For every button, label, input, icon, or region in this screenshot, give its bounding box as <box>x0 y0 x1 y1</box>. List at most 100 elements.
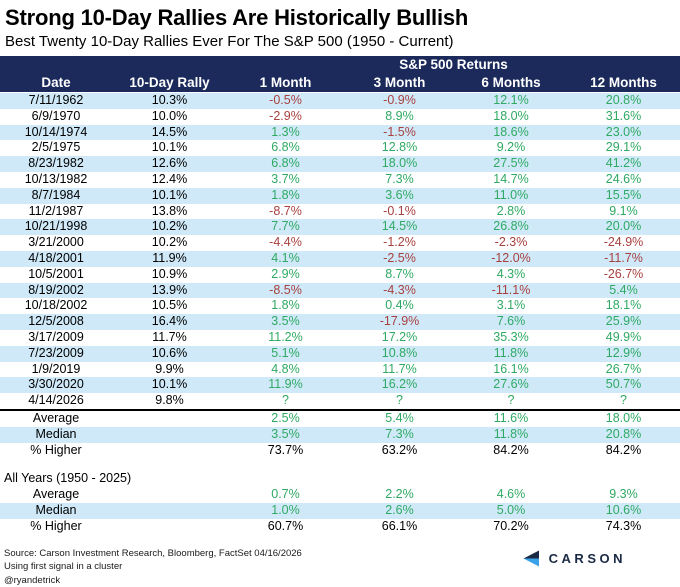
return-1-month-cell: -2.9% <box>269 108 302 123</box>
rally-cell: 13.9% <box>112 282 227 299</box>
footer: Source: Carson Investment Research, Bloo… <box>0 547 680 587</box>
return-1-month-cell: 6.8% <box>271 140 300 155</box>
table-row: 10/18/2002 10.5% 1.8% 0.4% 3.1% 18.1% <box>0 298 680 314</box>
summary-1-month-cell: 0.7% <box>271 487 300 502</box>
rally-cell: 16.4% <box>112 314 227 330</box>
return-3-month-cell: 8.7% <box>385 266 414 281</box>
return-6-months-cell: 11.0% <box>455 187 567 204</box>
return-3-month-cell: -2.5% <box>344 250 455 267</box>
column-header-rally: 10-Day Rally <box>112 73 227 93</box>
return-12-months-cell: ? <box>567 393 680 411</box>
column-header-12-months: 12 Months <box>567 73 680 93</box>
all-years-label: All Years (1950 - 2025) <box>4 471 132 486</box>
spacer-row <box>0 458 680 472</box>
table-row: 3/21/2000 10.2% -4.4% -1.2% -2.3% -24.9% <box>0 235 680 251</box>
summary-label-cell: % Higher <box>30 442 82 457</box>
return-6-months-cell: 16.1% <box>493 361 529 376</box>
table-row: 3/30/2020 10.1% 11.9% 16.2% 27.6% 50.7% <box>0 377 680 394</box>
summary-3-month-cell: 63.2% <box>381 442 418 457</box>
summary-12-months-cell: 10.6% <box>567 502 680 519</box>
return-12-months-cell: -24.9% <box>603 235 644 250</box>
summary-label-cell: Median <box>0 502 112 519</box>
date-cell: 11/2/1987 <box>28 203 84 218</box>
summary-3-month-cell: 7.3% <box>344 426 455 443</box>
summary-12-months-cell: 18.0% <box>605 410 642 425</box>
return-6-months-cell: 27.5% <box>455 156 567 172</box>
return-12-months-cell: 25.9% <box>567 314 680 330</box>
summary-row: % Higher 73.7% 63.2% 84.2% 84.2% <box>0 443 680 459</box>
source-note: Using first signal in a cluster <box>4 561 123 573</box>
rally-cell: 9.9% <box>155 361 184 376</box>
summary-row: Median 3.5% 7.3% 11.8% 20.8% <box>0 426 680 443</box>
return-3-month-cell: 8.9% <box>385 108 414 123</box>
return-1-month-cell: 1.8% <box>271 298 300 313</box>
table-row: 11/2/1987 13.8% -8.7% -0.1% 2.8% 9.1% <box>0 204 680 220</box>
date-cell: 12/5/2008 <box>0 314 112 330</box>
summary-row: Average 0.7% 2.2% 4.6% 9.3% <box>0 487 680 503</box>
page-title: Strong 10-Day Rallies Are Historically B… <box>5 5 469 30</box>
date-cell: 10/18/2002 <box>24 298 88 313</box>
return-6-months-cell: 9.2% <box>496 140 526 155</box>
date-cell: 6/9/1970 <box>31 108 81 123</box>
rally-cell: 10.3% <box>112 92 227 109</box>
summary-row: Median 1.0% 2.6% 5.0% 10.6% <box>0 502 680 519</box>
return-12-months-cell: 18.1% <box>605 298 642 313</box>
return-3-month-cell: 17.2% <box>381 329 418 344</box>
table-row: 8/7/1984 10.1% 1.8% 3.6% 11.0% 15.5% <box>0 187 680 204</box>
table-row: 10/21/1998 10.2% 7.7% 14.5% 26.8% 20.0% <box>0 219 680 236</box>
summary-3-month-cell: 2.2% <box>385 487 414 502</box>
return-12-months-cell: 20.0% <box>567 219 680 236</box>
summary-6-months-cell: 84.2% <box>493 442 529 457</box>
return-1-month-cell: -4.4% <box>269 235 302 250</box>
return-12-months-cell: 12.9% <box>567 345 680 362</box>
rally-cell: 10.1% <box>151 140 188 155</box>
summary-1-month-cell: 60.7% <box>267 518 304 533</box>
return-12-months-cell: -11.7% <box>567 250 680 267</box>
summary-1-month-cell: 2.5% <box>271 410 300 425</box>
summary-12-months-cell: 9.3% <box>609 487 638 502</box>
column-header-3-month: 3 Month <box>344 73 455 93</box>
table-row: 6/9/1970 10.0% -2.9% 8.9% 18.0% 31.6% <box>0 109 680 125</box>
return-3-month-cell: 16.2% <box>344 377 455 394</box>
return-3-month-cell: 14.5% <box>344 219 455 236</box>
return-1-month-cell: 7.7% <box>227 219 344 236</box>
rally-cell: 10.2% <box>112 219 227 236</box>
return-1-month-cell: 3.7% <box>271 171 300 186</box>
return-1-month-cell: 6.8% <box>227 156 344 172</box>
summary-row: % Higher 60.7% 66.1% 70.2% 74.3% <box>0 519 680 535</box>
column-header-1-month: 1 Month <box>227 73 344 93</box>
empty-cell <box>112 410 227 427</box>
date-cell: 2/5/1975 <box>31 140 81 155</box>
return-12-months-cell: 50.7% <box>567 377 680 394</box>
date-cell: 10/13/1982 <box>24 171 88 186</box>
date-cell: 7/23/2009 <box>0 345 112 362</box>
return-1-month-cell: -8.5% <box>227 282 344 299</box>
return-1-month-cell: 11.9% <box>227 377 344 394</box>
return-6-months-cell: 4.3% <box>496 266 526 281</box>
return-1-month-cell: 1.8% <box>227 187 344 204</box>
empty-cell <box>112 519 227 535</box>
return-6-months-cell: 18.6% <box>455 124 567 141</box>
return-3-month-cell: -1.5% <box>344 124 455 141</box>
date-cell: 3/21/2000 <box>28 235 84 250</box>
return-3-month-cell: 3.6% <box>344 187 455 204</box>
date-cell: 10/21/1998 <box>0 219 112 236</box>
return-3-month-cell: -0.1% <box>383 203 416 218</box>
return-3-month-cell: 10.8% <box>344 345 455 362</box>
empty-header-cell <box>0 56 112 73</box>
summary-12-months-cell: 20.8% <box>567 426 680 443</box>
return-1-month-cell: 4.8% <box>271 361 300 376</box>
summary-1-month-cell: 1.0% <box>227 502 344 519</box>
column-header-row: Date 10-Day Rally 1 Month 3 Month 6 Mont… <box>0 73 680 93</box>
return-1-month-cell: 2.9% <box>271 266 300 281</box>
return-1-month-cell: 3.5% <box>227 314 344 330</box>
return-3-month-cell: 18.0% <box>344 156 455 172</box>
return-3-month-cell: 12.8% <box>381 140 418 155</box>
summary-3-month-cell: 66.1% <box>381 518 418 533</box>
table-row: 10/5/2001 10.9% 2.9% 8.7% 4.3% -26.7% <box>0 267 680 283</box>
summary-label-cell: % Higher <box>30 518 82 533</box>
return-3-month-cell: -17.9% <box>344 314 455 330</box>
return-3-month-cell: 7.3% <box>385 171 414 186</box>
table-row: 8/19/2002 13.9% -8.5% -4.3% -11.1% 5.4% <box>0 282 680 299</box>
carson-logo: CARSON <box>523 550 626 567</box>
